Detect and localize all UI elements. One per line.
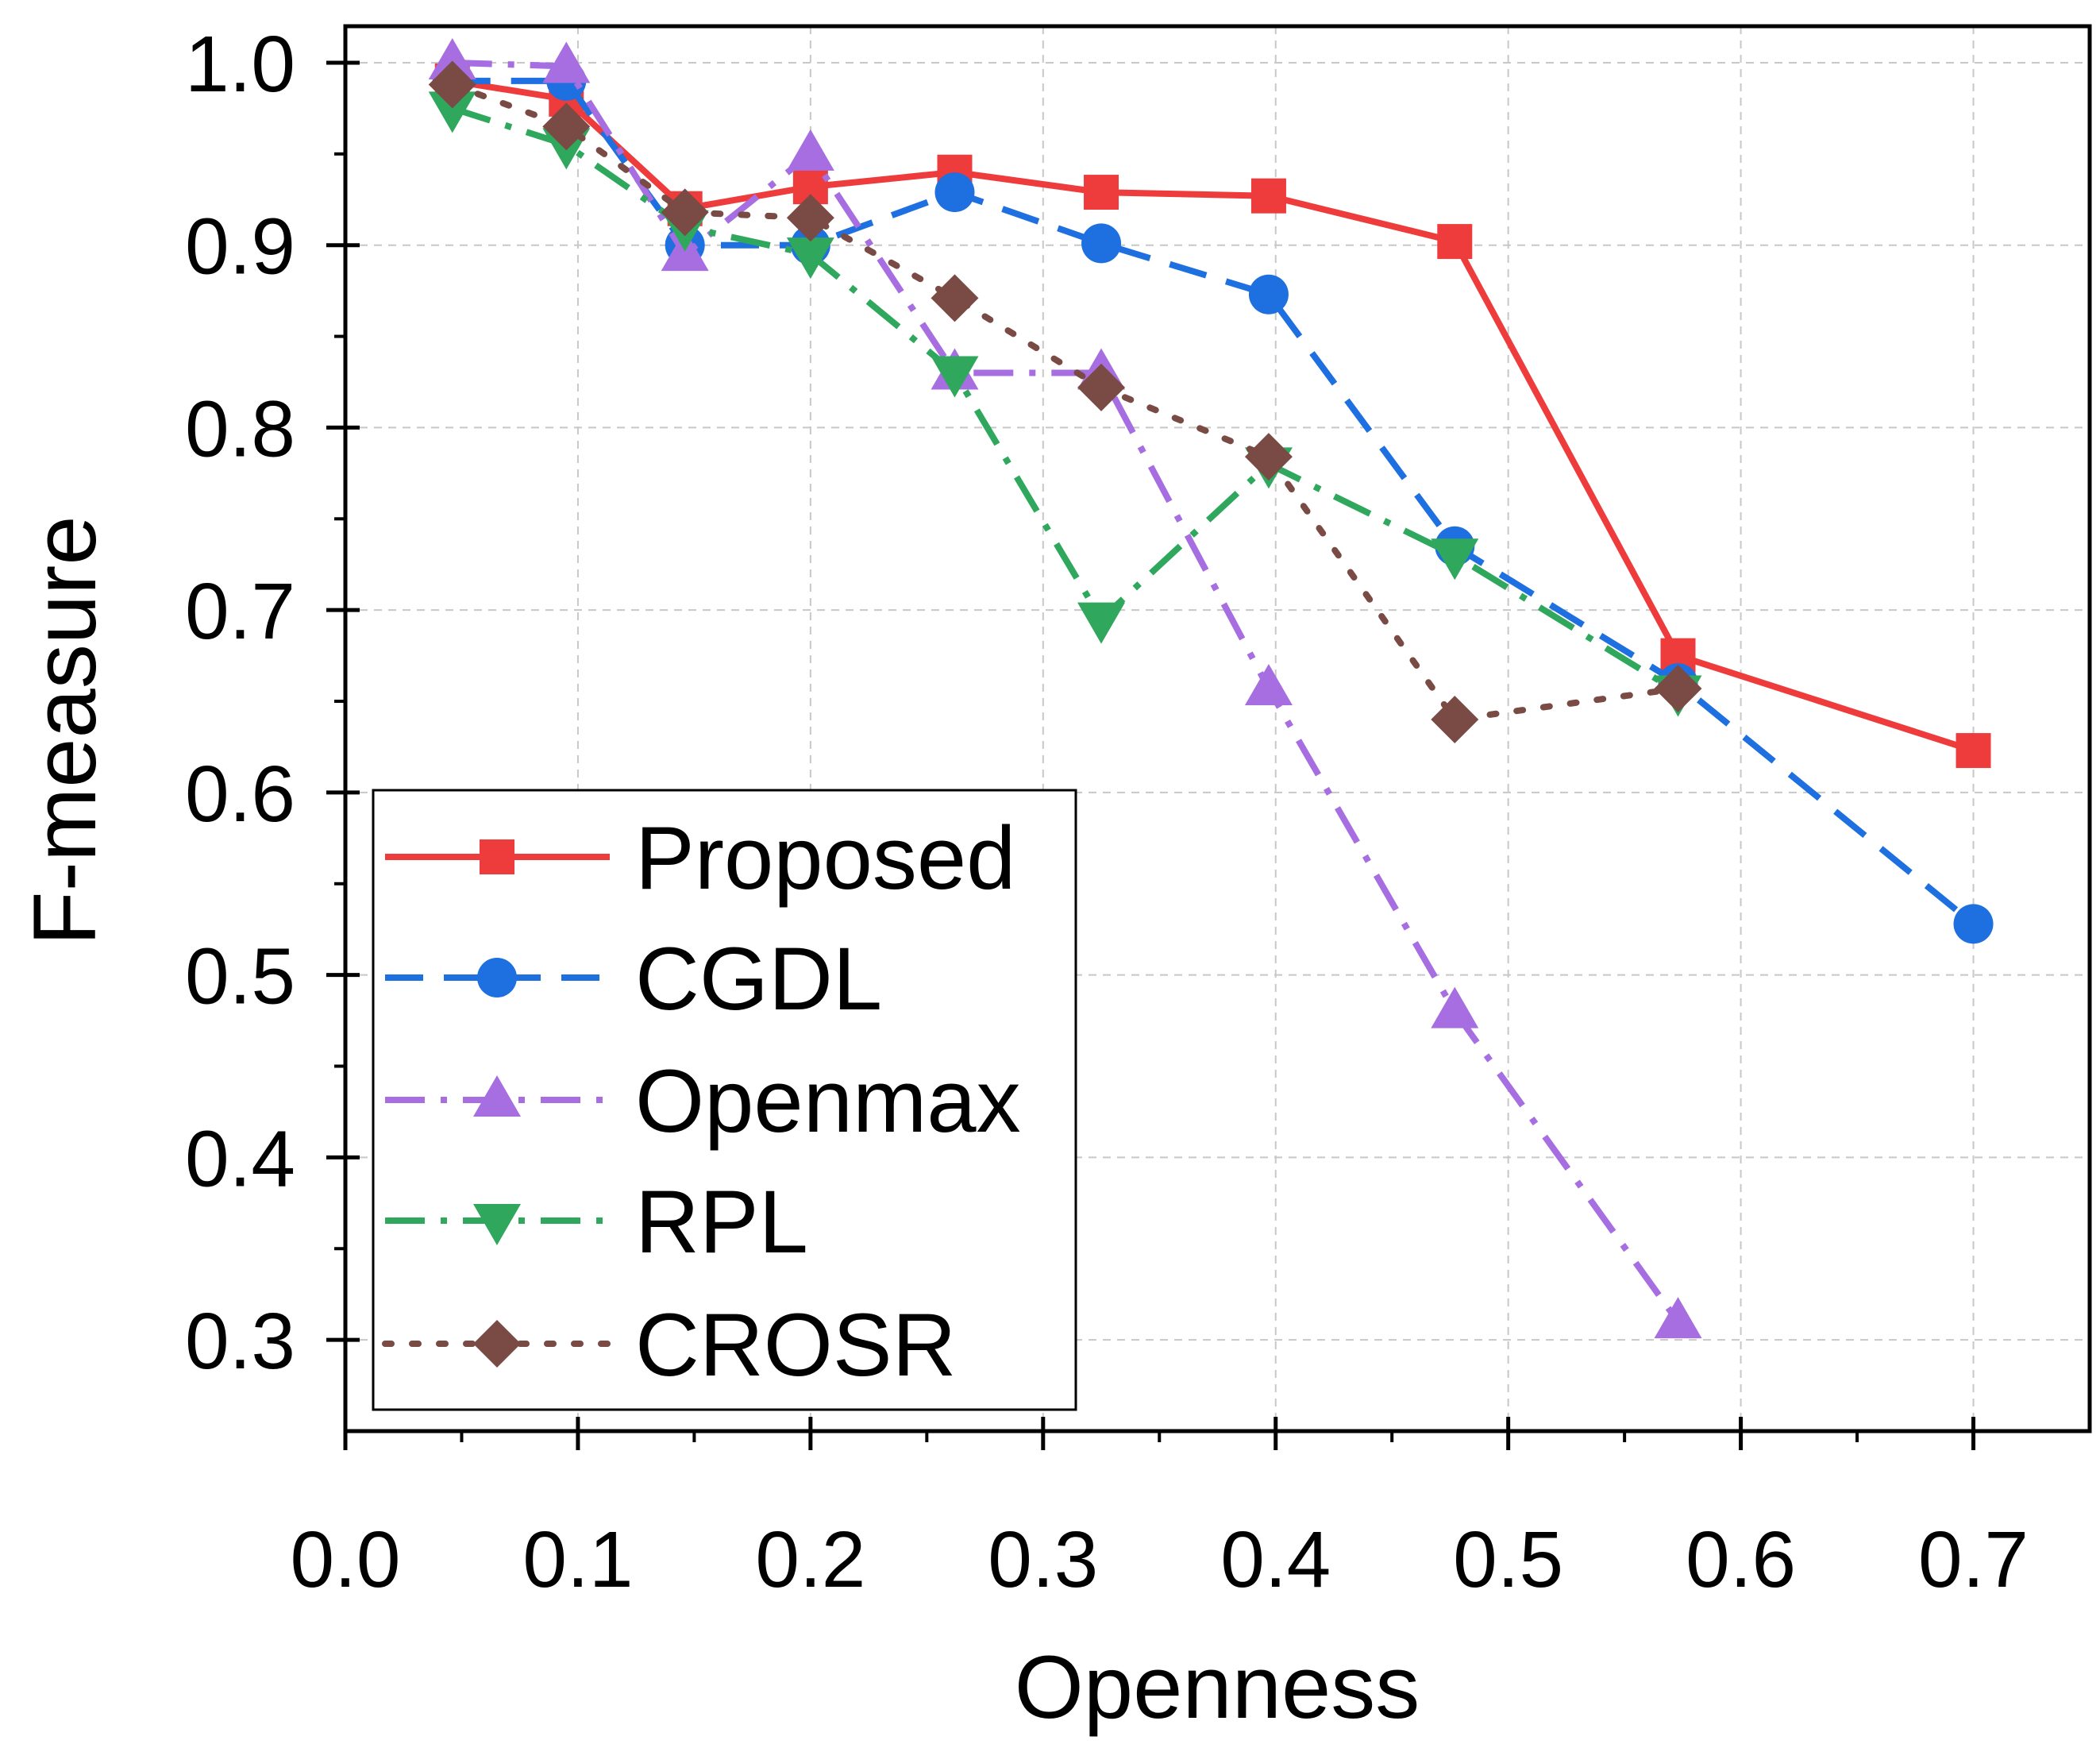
marker-square — [1956, 733, 1991, 769]
marker-triangle-up — [473, 1075, 521, 1117]
marker-diamond — [542, 102, 591, 151]
marker-diamond — [661, 188, 709, 237]
x-tick-label: 0.7 — [1918, 1515, 2029, 1604]
marker-diamond — [473, 1320, 521, 1368]
marker-triangle-down — [428, 91, 476, 133]
marker-triangle-down — [473, 1204, 521, 1245]
marker-triangle-down — [1431, 538, 1479, 581]
y-tick-label: 0.9 — [185, 203, 295, 291]
x-tick-label: 0.6 — [1686, 1515, 1796, 1604]
x-tick-label: 0.5 — [1453, 1515, 1563, 1604]
legend-label-rpl: RPL — [635, 1172, 808, 1271]
legend-item-cgdl: CGDL — [385, 929, 882, 1028]
marker-square — [1084, 175, 1119, 210]
marker-circle — [1953, 904, 1994, 944]
marker-triangle-down — [786, 237, 834, 280]
y-tick-label: 0.6 — [185, 750, 295, 839]
legend-item-proposed: Proposed — [385, 808, 1015, 908]
legend-label-openmax: Openmax — [635, 1051, 1021, 1151]
marker-circle — [477, 958, 517, 997]
marker-diamond — [931, 274, 979, 322]
marker-diamond — [1431, 696, 1479, 744]
marker-diamond — [786, 194, 834, 242]
legend-item-rpl: RPL — [385, 1172, 808, 1271]
legend: Proposed CGDL Openmax RPL CROSR — [372, 789, 1077, 1411]
marker-square — [1250, 178, 1286, 214]
marker-triangle-up — [542, 41, 591, 83]
axes: 0.0 0.1 0.2 0.3 0.4 0.5 0.6 0.7 0.3 0.4 0.5 0.6 0.7 0… — [15, 20, 2092, 1737]
legend-item-openmax: Openmax — [385, 1051, 1021, 1151]
marker-triangle-down — [931, 356, 979, 398]
marker-triangle-up — [428, 37, 476, 79]
marker-triangle-down — [1077, 602, 1126, 644]
marker-triangle-up — [1654, 1297, 1702, 1339]
marker-diamond — [428, 60, 476, 109]
marker-circle — [934, 172, 975, 213]
marker-triangle-up — [1431, 986, 1479, 1028]
legend-label-crosr: CROSR — [635, 1295, 956, 1395]
series-line-crosr — [449, 81, 1682, 723]
legend-item-crosr: CROSR — [382, 1295, 956, 1395]
marker-triangle-up — [1244, 663, 1293, 705]
y-tick-label: 0.3 — [185, 1297, 295, 1386]
series-line-cgdl — [452, 77, 1976, 927]
marker-circle — [1081, 223, 1122, 264]
x-tick-label: 0.4 — [1220, 1515, 1331, 1604]
legend-label-cgdl: CGDL — [635, 929, 882, 1028]
y-tick-label: 0.8 — [185, 384, 295, 473]
marker-square — [480, 839, 514, 874]
y-tick-label: 0.5 — [185, 932, 295, 1021]
series-layer — [428, 37, 1994, 1339]
marker-diamond — [1244, 433, 1293, 481]
marker-square — [1437, 224, 1473, 260]
x-tick-label: 0.0 — [290, 1515, 400, 1604]
marker-circle — [1248, 274, 1289, 314]
marker-diamond — [1654, 664, 1702, 712]
marker-diamond — [1077, 363, 1126, 411]
series-crosr — [428, 60, 1702, 744]
y-tick-label: 0.4 — [185, 1114, 295, 1203]
marker-triangle-up — [786, 129, 834, 171]
legend-label-proposed: Proposed — [635, 808, 1015, 908]
y-tick-label: 1.0 — [185, 20, 295, 109]
y-tick-label: 0.7 — [185, 567, 295, 656]
y-axis-title: F-measure — [15, 515, 114, 945]
x-tick-label: 0.3 — [988, 1515, 1098, 1604]
series-line-proposed — [452, 77, 1975, 754]
x-tick-label: 0.2 — [755, 1515, 865, 1604]
x-axis-title: Openness — [1015, 1638, 1420, 1737]
plot-frame — [343, 24, 2092, 1433]
x-tick-label: 0.1 — [522, 1515, 633, 1604]
